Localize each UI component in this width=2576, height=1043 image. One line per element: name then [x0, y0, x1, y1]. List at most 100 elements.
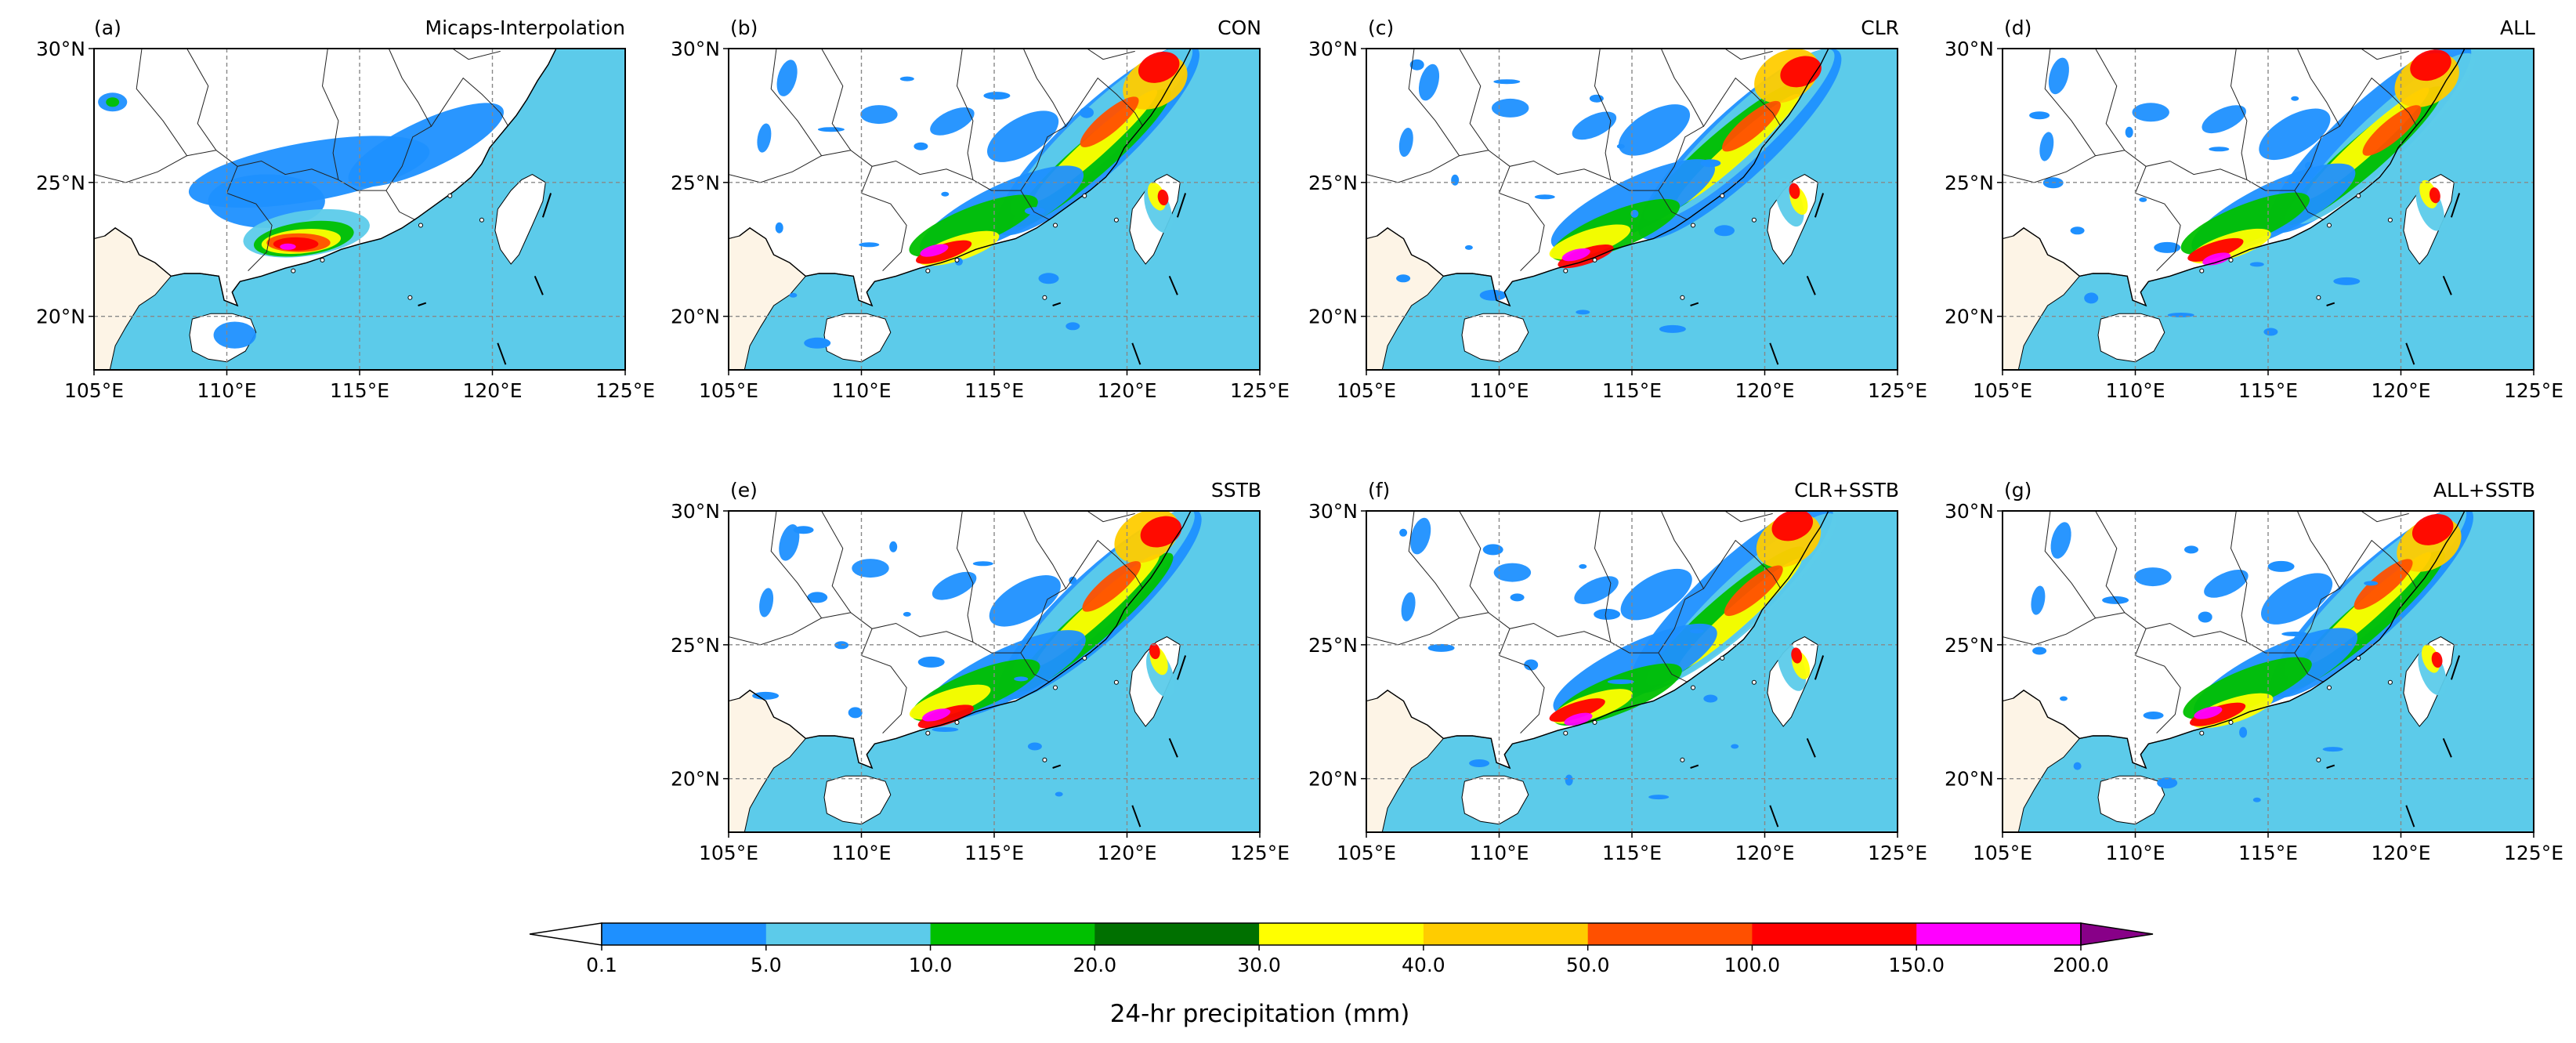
small-island: [1691, 685, 1695, 690]
small-island: [1082, 655, 1087, 661]
small-island: [447, 193, 453, 198]
province-boundary: [821, 150, 851, 157]
small-island: [1042, 295, 1047, 300]
panel-c-title: CLR: [1861, 16, 1899, 39]
panel-b: (b) CON 105°E 110°E 115°E 120°E 125°E 20°N 25°…: [671, 16, 1290, 402]
precip-speck: [932, 727, 959, 732]
colorbar: 24-hr precipitation (mm) 0.1 5.0 10.0 20.0 3…: [529, 922, 2154, 1028]
small-island: [2199, 268, 2205, 273]
colorbar-over-arrow: [2080, 922, 2154, 946]
panel-f-label: (f): [1368, 479, 1390, 502]
province-boundary: [2294, 125, 2340, 191]
map-area: 105°E 110°E 115°E 120°E 125°E 20°N 25°N 30°N: [1308, 38, 1927, 402]
maritime-line: [2442, 738, 2452, 758]
precip-blob: [273, 237, 319, 251]
lat-tick-label: 30°N: [1308, 38, 1358, 60]
lon-tick-label: 105°E: [1973, 842, 2032, 864]
precip-blob: [1410, 517, 1431, 555]
lat-tick-label: 20°N: [1308, 768, 1358, 791]
province-boundary: [1498, 628, 1545, 733]
precip-speck: [1464, 244, 1473, 250]
precip-speck: [2070, 226, 2085, 235]
province-boundary: [1658, 125, 1704, 191]
small-island: [2228, 719, 2234, 725]
province-boundary: [1594, 49, 1612, 180]
precip-speck: [1479, 289, 1507, 301]
precip-blob: [759, 588, 774, 617]
precip-speck: [914, 142, 928, 150]
precip-speck: [2209, 147, 2230, 152]
panel-f-title: CLR+SSTB: [1794, 479, 1899, 502]
precip-speck: [804, 337, 831, 349]
precip-blob: [2261, 573, 2333, 625]
lon-tick-label: 125°E: [1230, 842, 1290, 864]
precip-speck: [807, 592, 828, 603]
colorbar-tick-label: 10.0: [909, 954, 953, 976]
precip-blob: [1140, 516, 1182, 548]
province-boundary: [226, 166, 273, 271]
precip-speck: [1648, 795, 1670, 800]
maritime-line: [1769, 805, 1779, 828]
lat-tick-label: 25°N: [1945, 172, 1994, 194]
precip-blob: [1724, 565, 1783, 617]
precip-speck: [972, 561, 993, 567]
province-boundary: [1087, 511, 1135, 523]
lat-tick-label: 30°N: [1945, 38, 1994, 60]
precip-blob: [2362, 105, 2422, 156]
precip-blob: [1561, 248, 1590, 262]
small-island: [1592, 719, 1597, 725]
precip-blob: [1080, 96, 1139, 147]
precip-speck: [1027, 742, 1042, 751]
precip-blob: [2431, 651, 2443, 668]
lat-tick-label: 30°N: [671, 38, 720, 60]
maritime-line: [2405, 805, 2415, 828]
precip-blob: [1620, 568, 1692, 621]
province-boundary: [2296, 49, 2418, 128]
small-island: [2327, 685, 2332, 690]
maritime-line: [1690, 764, 1699, 769]
maritime-line: [497, 342, 507, 365]
coastline: [739, 49, 1192, 307]
precip-speck: [848, 707, 863, 719]
small-island: [418, 223, 423, 228]
precip-speck: [1689, 628, 1704, 634]
lat-tick-label: 20°N: [671, 306, 720, 328]
precip-speck: [1014, 676, 1029, 682]
small-island: [1053, 223, 1058, 228]
precip-blob: [1157, 189, 1169, 206]
small-island: [1592, 257, 1597, 263]
precip-blob: [2050, 522, 2071, 559]
panel-g-label: (g): [2004, 479, 2031, 502]
precip-speck: [1524, 659, 1539, 671]
precip-speck: [2084, 292, 2099, 304]
small-island: [925, 268, 931, 273]
precip-speck: [2184, 545, 2198, 554]
lat-tick-label: 30°N: [671, 500, 720, 523]
panel-f: (f) CLR+SSTB 105°E 110°E 115°E 120°E 125°E 20…: [1308, 479, 1927, 864]
precip-blob: [1618, 104, 1691, 156]
lat-tick-label: 25°N: [36, 172, 85, 194]
map-area: 105°E 110°E 115°E 120°E 125°E 20°N 25°N 30°N: [1945, 500, 2563, 864]
small-island: [479, 217, 484, 223]
colorbar-tick-label: 20.0: [1073, 954, 1116, 976]
precip-speck: [1427, 643, 1455, 652]
province-boundary: [956, 49, 974, 180]
maritime-line: [2405, 342, 2415, 365]
lon-tick-label: 105°E: [699, 842, 758, 864]
precip-speck: [1589, 94, 1604, 103]
hainan-island: [1461, 775, 1529, 825]
lon-tick-label: 115°E: [964, 379, 1024, 402]
colorbar-segment: [1587, 923, 1753, 945]
precip-blob: [1549, 698, 1605, 722]
precip-blob: [2202, 252, 2231, 266]
precip-blob: [1138, 51, 1180, 83]
small-island: [2316, 757, 2321, 762]
precip-speck: [859, 242, 880, 248]
precip-blob: [930, 107, 975, 136]
precip-blob: [2132, 103, 2169, 122]
precip-speck: [1055, 791, 1063, 797]
map-area: 105°E 110°E 115°E 120°E 125°E 20°N 25°N 30°N: [1308, 500, 1927, 864]
province-boundary: [821, 612, 851, 619]
maritime-line: [1176, 193, 1187, 218]
precip-speck: [1038, 273, 1059, 284]
